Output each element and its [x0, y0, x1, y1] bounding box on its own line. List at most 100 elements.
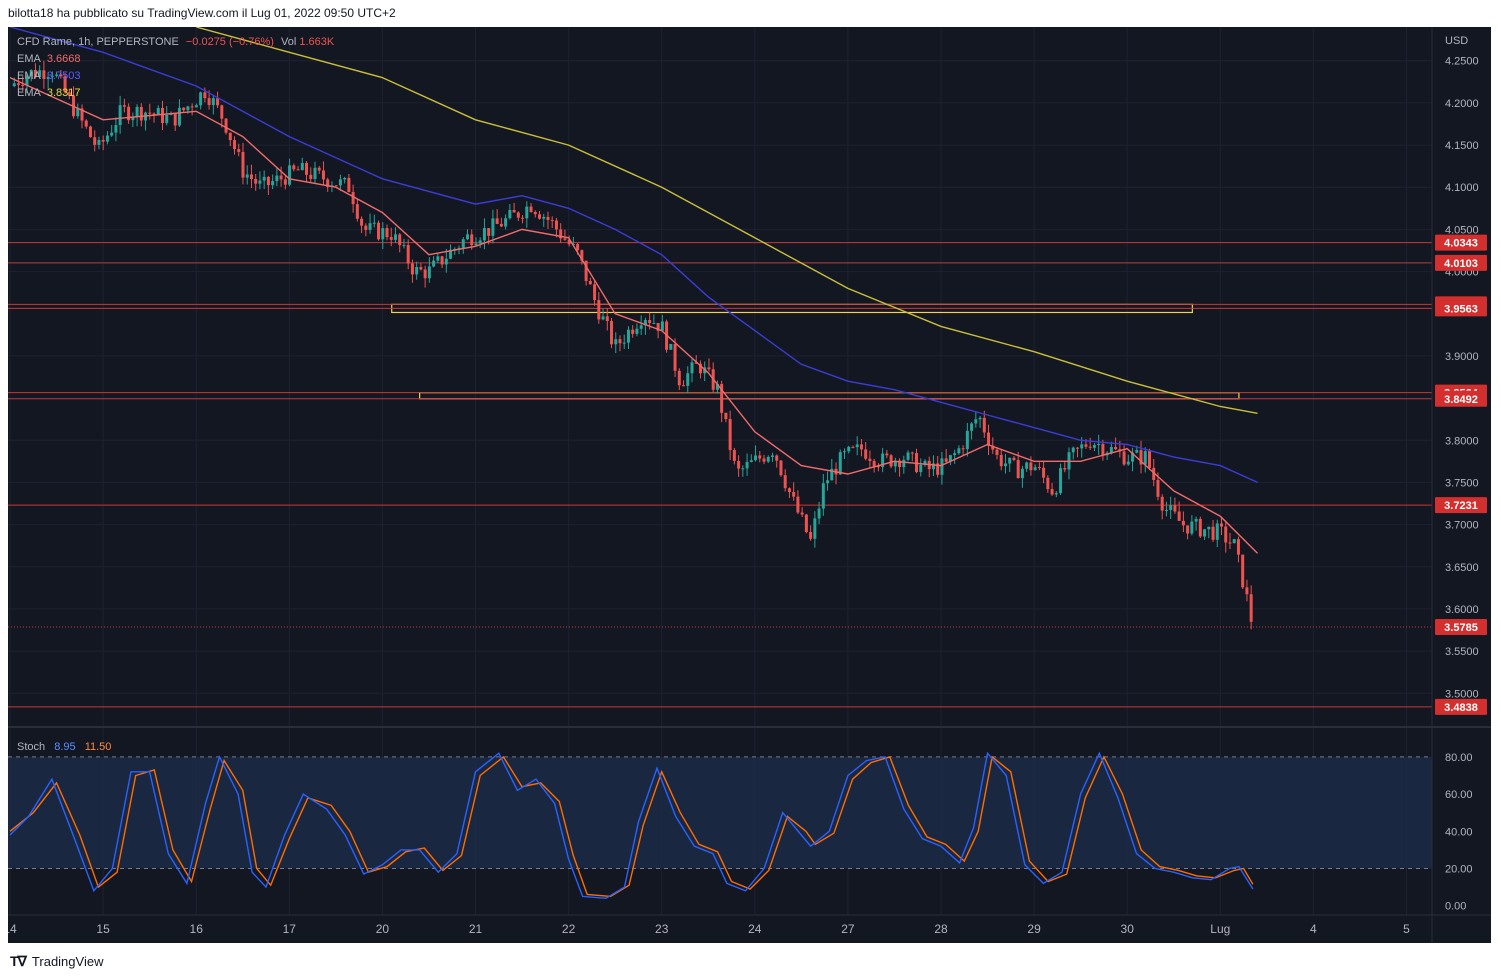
candle-body	[999, 454, 1003, 467]
candle-body	[423, 269, 427, 279]
candle-body	[698, 363, 702, 374]
candle-body	[182, 107, 186, 111]
stoch-tick-label: 60.00	[1445, 789, 1473, 801]
candle-body	[381, 228, 385, 240]
candle-body	[190, 106, 194, 108]
footer[interactable]: T∇ TradingView	[10, 953, 103, 970]
candle-body	[864, 449, 868, 459]
candle-body	[1050, 489, 1054, 495]
candle-body	[982, 417, 986, 433]
candle-body	[995, 449, 999, 455]
candle-body	[249, 174, 253, 180]
candle-body	[1156, 480, 1160, 497]
candle-body	[402, 245, 406, 247]
candle-body	[224, 118, 228, 133]
candle-body	[283, 179, 287, 185]
footer-brand: TradingView	[31, 954, 104, 969]
candle-body	[165, 114, 169, 124]
candle-body	[177, 107, 181, 126]
candle-body	[1097, 443, 1101, 446]
candle-body	[529, 206, 533, 212]
candle-body	[694, 362, 698, 364]
candle-body	[271, 181, 275, 186]
tradingview-logo-icon: T∇	[10, 953, 27, 969]
candle-body	[1084, 444, 1088, 447]
candle-body	[885, 453, 889, 456]
candle-body	[415, 267, 419, 275]
candle-body	[741, 468, 745, 470]
candle-body	[457, 247, 461, 249]
candle-body	[775, 455, 779, 461]
candle-body	[584, 260, 588, 281]
candle-body	[876, 466, 880, 468]
candle-body	[512, 209, 516, 213]
stochastic-pane	[8, 751, 1432, 900]
candle-body	[796, 496, 800, 513]
candle-body	[1029, 462, 1033, 471]
candle-body	[720, 383, 724, 413]
candle-body	[554, 220, 558, 230]
candle-body	[538, 214, 542, 219]
candle-body	[275, 175, 279, 182]
candle-body	[605, 316, 609, 322]
price-tick-label: 4.1500	[1445, 140, 1479, 152]
price-tick-label: 4.2500	[1445, 56, 1479, 68]
candle-body	[724, 412, 728, 420]
candle-body	[300, 162, 304, 171]
candle-body	[461, 239, 465, 248]
candle-body	[343, 177, 347, 180]
stoch-tick-label: 80.00	[1445, 752, 1473, 764]
candle-body	[427, 266, 431, 279]
time-tick-label: 22	[562, 922, 576, 936]
candle-body	[1198, 518, 1202, 537]
time-tick-label: 28	[934, 922, 948, 936]
candle-body	[521, 217, 525, 219]
candle-body	[97, 140, 101, 145]
candle-body	[372, 222, 376, 224]
candle-body	[237, 149, 241, 152]
legend-ema-fast-value: 3.6668	[47, 53, 81, 65]
time-axis[interactable]: 14 15 16 17 20 21 22 23 24 27 28 29 30 Lug 4 5	[8, 922, 1410, 936]
candle-body	[186, 106, 190, 111]
candle-body	[63, 76, 67, 93]
candle-body	[389, 237, 393, 240]
price-tick-label: 3.7500	[1445, 477, 1479, 489]
candle-body	[610, 321, 614, 345]
candle-body	[80, 108, 84, 121]
candle-body	[474, 243, 478, 246]
level-label-bg	[1435, 300, 1487, 317]
candle-body	[495, 218, 499, 224]
candle-body	[826, 480, 830, 484]
candle-body	[139, 106, 143, 121]
candle-body	[266, 176, 270, 186]
candle-body	[508, 209, 512, 219]
level-label-bg	[1435, 234, 1487, 251]
candle-body	[851, 446, 855, 448]
candle-body	[737, 460, 741, 469]
candle-body	[131, 116, 135, 121]
candle-body	[262, 176, 266, 181]
price-tick-label: 3.8000	[1445, 435, 1479, 447]
candle-body	[758, 455, 762, 459]
candle-body	[855, 444, 859, 448]
candle-body	[809, 532, 813, 539]
candle-body	[1194, 518, 1198, 522]
price-axis[interactable]: 4.25004.20004.15004.10004.05004.00003.90…	[1445, 56, 1479, 701]
candle-body	[258, 180, 262, 184]
chart-canvas[interactable]: 4.25004.20004.15004.10004.05004.00003.90…	[8, 27, 1491, 943]
candle-body	[859, 444, 863, 450]
time-tick-label: 30	[1121, 922, 1135, 936]
stoch-axis[interactable]: 80.00 60.00 40.00 20.00 0.00	[1445, 752, 1473, 913]
candle-body	[313, 167, 317, 179]
candle-body	[881, 453, 885, 467]
candle-body	[576, 244, 580, 251]
legend-symbol: CFD Rame, 1h, PEPPERSTONE	[17, 36, 179, 48]
candle-body	[355, 204, 359, 219]
ema-fast-line	[9, 76, 1258, 554]
time-tick-label: 24	[748, 922, 762, 936]
candlestick-series	[12, 60, 1253, 630]
candle-body	[830, 468, 834, 481]
candle-body	[101, 140, 105, 142]
candle-body	[800, 512, 804, 515]
legend-ema-label: EMA	[17, 53, 42, 65]
